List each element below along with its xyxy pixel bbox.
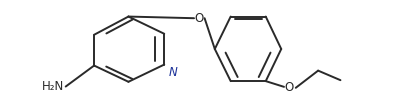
- Text: H₂N: H₂N: [41, 80, 64, 93]
- Text: O: O: [284, 81, 293, 94]
- Text: N: N: [168, 66, 177, 79]
- Text: O: O: [194, 12, 203, 25]
